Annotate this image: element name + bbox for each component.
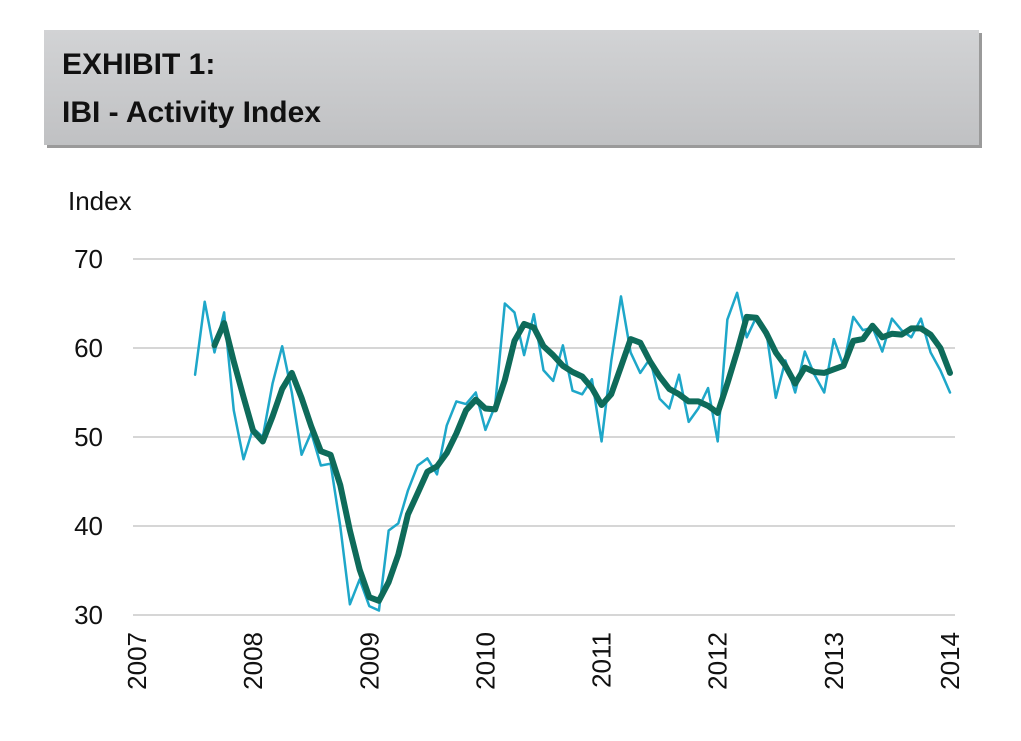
x-tick-label: 2010 [470, 632, 500, 690]
x-tick-label: 2014 [935, 632, 965, 690]
x-tick-label: 2012 [703, 632, 733, 690]
y-tick-label: 70 [74, 244, 103, 274]
y-tick-label: 60 [74, 333, 103, 363]
x-tick-label: 2007 [122, 632, 152, 690]
x-tick-label: 2008 [238, 632, 268, 690]
series-line [211, 313, 953, 604]
chart-subtitle: IBI - Activity Index [62, 96, 321, 129]
y-axis-label: Index [68, 186, 132, 216]
y-tick-label: 40 [74, 511, 103, 541]
x-tick-label: 2011 [587, 632, 617, 688]
series-line [193, 291, 952, 612]
header-box [44, 30, 979, 145]
x-tick-label: 2009 [354, 632, 384, 690]
y-tick-label: 30 [74, 600, 103, 630]
y-tick-label: 50 [74, 422, 103, 452]
chart-title: EXHIBIT 1: [62, 48, 215, 81]
x-tick-label: 2013 [819, 632, 849, 690]
